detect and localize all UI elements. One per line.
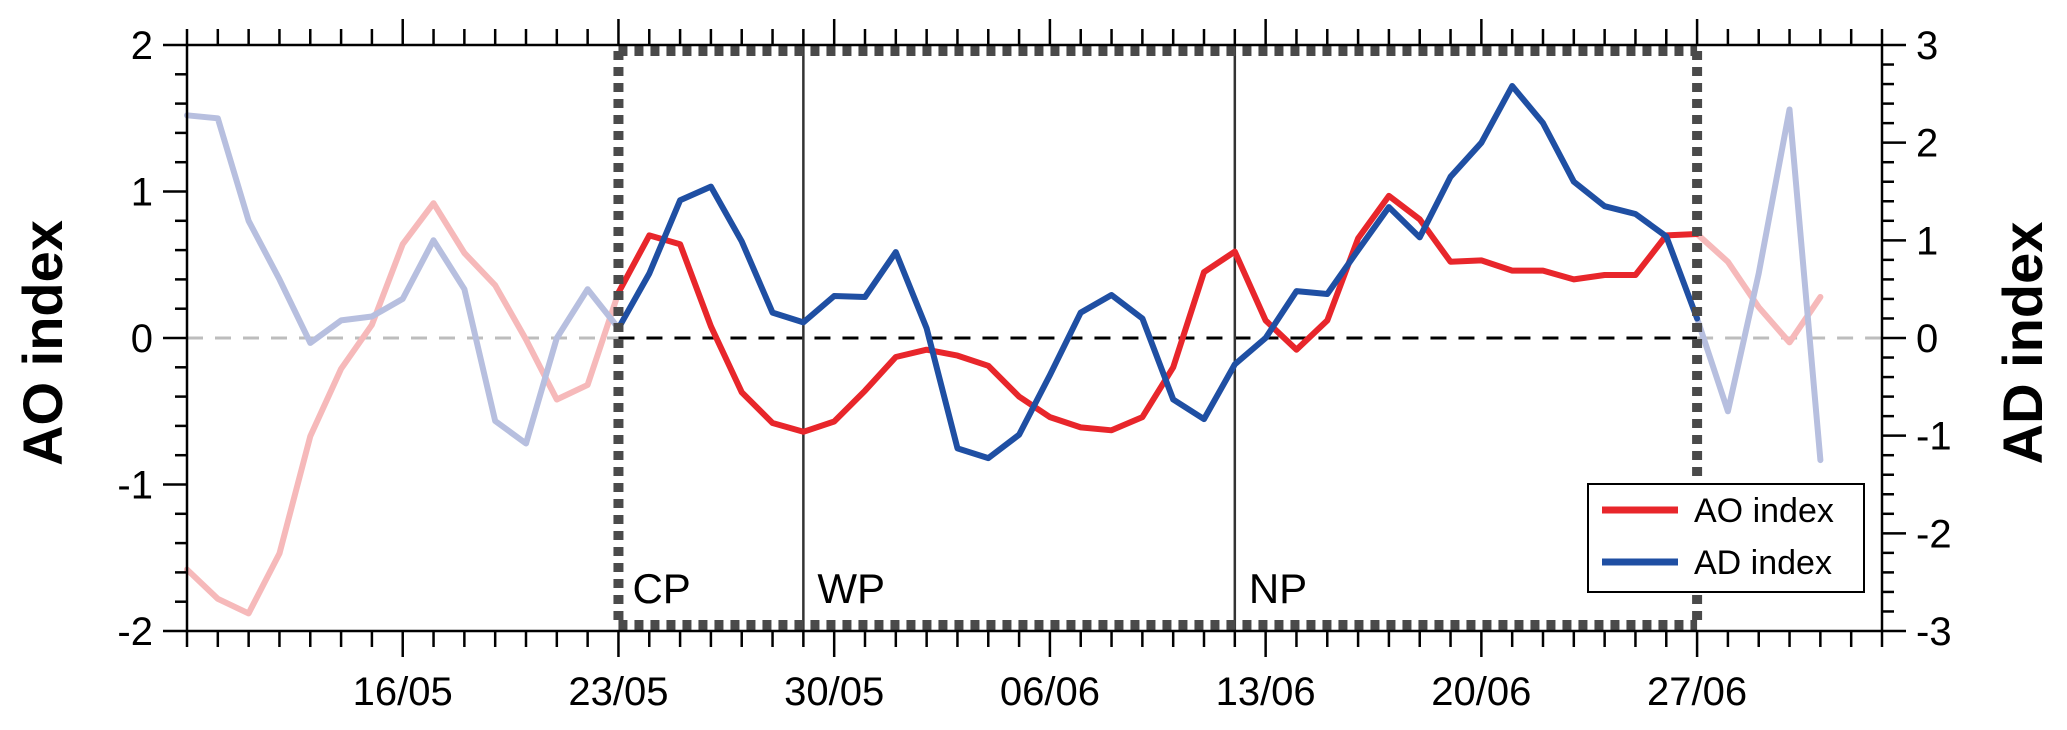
y-right-tick-label: 3 — [1916, 24, 1938, 68]
x-tick-label: 06/06 — [1000, 670, 1100, 714]
period-label-np: NP — [1249, 565, 1307, 612]
series-ad-before — [184, 112, 622, 447]
legend-label-ad: AD index — [1694, 544, 1832, 582]
period-label-cp: CP — [632, 565, 690, 612]
y-right-tick-label: 0 — [1916, 317, 1938, 361]
x-tick-label: 23/05 — [568, 670, 668, 714]
chart-series — [184, 83, 1824, 617]
y-left-tick-label: 1 — [131, 171, 153, 215]
x-tick-label: 27/06 — [1647, 670, 1747, 714]
series-ad-window — [615, 83, 1701, 462]
right-axis-title: AD index — [1991, 222, 2054, 465]
y-right-tick-label: -1 — [1916, 415, 1952, 459]
legend-box — [1587, 483, 1865, 593]
x-tick-label: 16/05 — [353, 670, 453, 714]
y-left-tick-label: -1 — [117, 464, 153, 508]
chart-axes: 16/05 23/05 30/05 06/06 13/06 20/06 27/06 -2 -1 0… — [117, 19, 1952, 714]
chart-overlay: CP WP NP — [613, 46, 1703, 630]
chart-base — [187, 45, 1882, 631]
y-right-tick-label: 2 — [1916, 122, 1938, 166]
y-left-tick-label: -2 — [117, 610, 153, 654]
period-label-wp: WP — [817, 565, 885, 612]
series-ao-after — [1694, 231, 1824, 346]
y-left-tick-label: 2 — [131, 24, 153, 68]
x-tick-label: 20/06 — [1431, 670, 1531, 714]
x-tick-label: 30/05 — [784, 670, 884, 714]
y-left-tick-label: 0 — [131, 317, 153, 361]
series-ao-window — [615, 192, 1701, 435]
legend-label-ao: AO index — [1694, 492, 1834, 530]
y-right-tick-label: -2 — [1916, 512, 1952, 556]
y-right-tick-label: 1 — [1916, 219, 1938, 263]
x-tick-label: 13/06 — [1216, 670, 1316, 714]
legend: AO index AD index — [1587, 483, 1865, 593]
series-ao-before — [184, 200, 622, 617]
y-right-tick-label: -3 — [1916, 610, 1952, 654]
left-axis-title: AO index — [11, 220, 74, 466]
series-ad-after — [1694, 106, 1824, 464]
